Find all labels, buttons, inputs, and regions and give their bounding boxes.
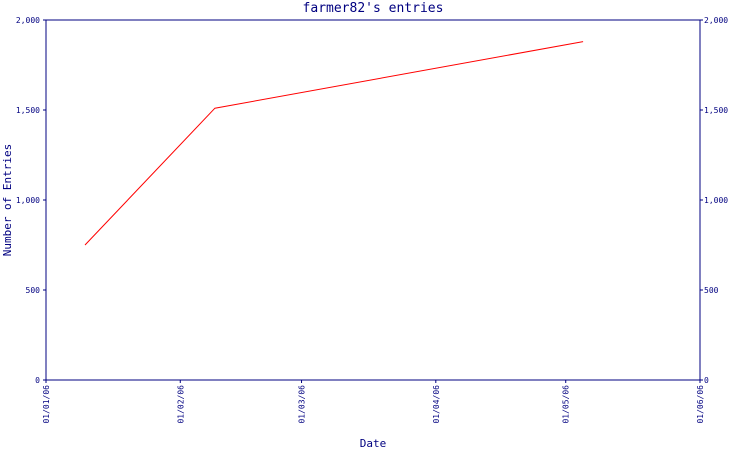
y-axis-left: 0 500 1,000 1,500 2,000 — [16, 16, 46, 385]
y-axis-label: Number of Entries — [1, 144, 14, 257]
series-group — [84, 41, 584, 246]
x-axis: 01/01/06 01/02/06 01/03/06 01/04/06 01/05/06… — [42, 380, 705, 424]
x-tick-label: 01/04/06 — [432, 385, 441, 424]
y-tick-label-right: 1,500 — [704, 106, 728, 115]
x-tick-label: 01/03/06 — [298, 385, 307, 424]
y-tick-label-left: 1,000 — [16, 196, 40, 205]
y-tick-label-left: 500 — [26, 286, 41, 295]
y-tick-label-left: 1,500 — [16, 106, 40, 115]
y-tick-label-right: 1,000 — [704, 196, 728, 205]
chart-title: farmer82's entries — [303, 1, 444, 16]
y-tick-label-left: 0 — [35, 376, 40, 385]
plot-area — [45, 19, 701, 381]
x-tick-label: 01/06/06 — [696, 385, 705, 424]
y-tick-label-right: 0 — [704, 376, 709, 385]
y-tick-label-right: 2,000 — [704, 16, 728, 25]
x-tick-label: 01/01/06 — [42, 385, 51, 424]
x-axis-label: Date — [360, 437, 387, 450]
y-tick-label-right: 500 — [704, 286, 719, 295]
y-axis-right: 0 500 1,000 1,500 2,000 — [700, 16, 728, 385]
x-tick-label: 01/05/06 — [562, 385, 571, 424]
y-tick-label-left: 2,000 — [16, 16, 40, 25]
series-line — [84, 41, 584, 246]
x-tick-label: 01/02/06 — [176, 385, 185, 424]
